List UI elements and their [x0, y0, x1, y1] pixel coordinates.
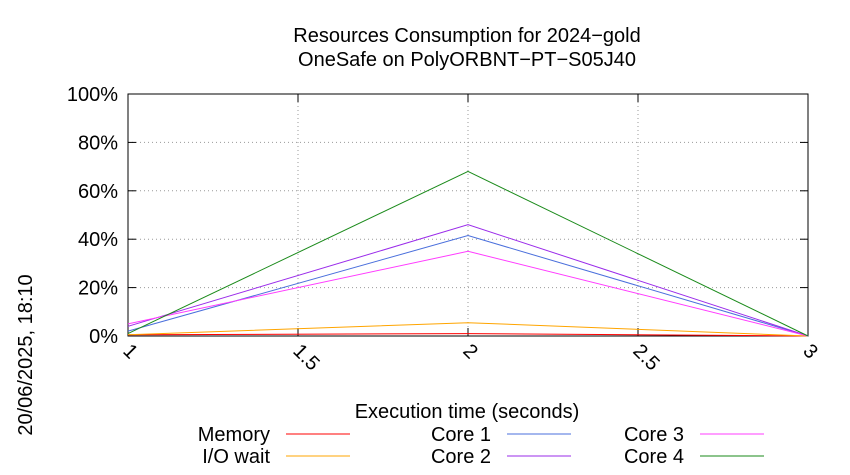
y-tick-label: 20%: [78, 278, 118, 300]
x-tick-label: 2.5: [628, 340, 663, 375]
grid-lines: [128, 94, 808, 336]
y-axis: 0% 20% 40% 60% 80% 100%: [67, 84, 808, 348]
x-axis-label: Execution time (seconds): [355, 401, 580, 423]
legend-label-core-4: Core 4: [624, 446, 684, 468]
series-line-core-3: [127, 250, 809, 337]
x-tick-label: 3: [798, 340, 821, 363]
legend-label-memory: Memory: [198, 424, 270, 446]
series-lines: [127, 170, 809, 337]
y-tick-label: 0%: [89, 326, 118, 348]
legend-label-core-3: Core 3: [624, 424, 684, 446]
legend-label-core-1: Core 1: [431, 424, 491, 446]
legend-label-core-2: Core 2: [431, 446, 491, 468]
legend-label-i-o-wait: I/O wait: [202, 446, 270, 468]
series-line-core-4: [127, 170, 809, 337]
x-axis: 1 1.5 2 2.5 3: [118, 94, 822, 375]
chart-title: Resources Consumption for 2024−gold: [293, 25, 640, 47]
y-tick-label: 100%: [67, 84, 118, 106]
y-tick-label: 80%: [78, 132, 118, 154]
timestamp-label: 20/06/2025, 18:10: [15, 274, 37, 435]
y-tick-label: 40%: [78, 229, 118, 251]
x-tick-label: 1.5: [288, 340, 323, 375]
x-tick-label: 2: [458, 340, 481, 363]
series-line-i-o-wait: [127, 322, 809, 337]
y-tick-label: 60%: [78, 181, 118, 203]
x-tick-label: 1: [118, 340, 141, 363]
series-line-core-2: [127, 224, 809, 337]
series-line-memory: [127, 333, 809, 337]
chart-subtitle: OneSafe on PolyORBNT−PT−S05J40: [298, 49, 636, 71]
